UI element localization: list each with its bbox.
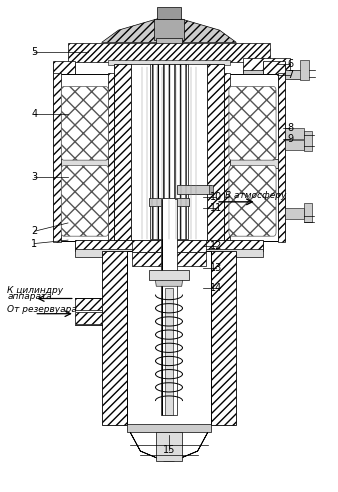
Bar [75,312,102,325]
FancyBboxPatch shape [229,165,276,236]
Bar [75,298,102,310]
Bar [243,58,290,72]
Bar [226,74,279,241]
Bar [59,159,112,168]
Text: 6: 6 [287,60,293,69]
Bar [223,73,230,242]
Bar [108,60,230,65]
FancyBboxPatch shape [61,165,108,236]
Bar [263,62,285,241]
Text: К цилиндру: К цилиндру [7,286,64,295]
Bar [300,60,309,80]
FancyBboxPatch shape [61,87,108,160]
Bar [209,184,213,193]
Bar [154,19,184,40]
Bar [127,251,211,425]
Bar [243,70,304,79]
Bar [304,203,312,222]
Text: 11: 11 [210,203,222,213]
Bar [279,73,285,242]
Bar [53,61,75,79]
Bar [304,131,312,152]
Bar [208,64,223,241]
Polygon shape [102,15,236,42]
Bar [68,43,270,62]
Bar [75,249,263,257]
Bar [108,73,115,242]
Bar [132,252,206,266]
Bar [263,61,285,79]
Bar [59,74,112,241]
Bar [155,38,183,47]
Bar [115,64,130,241]
Bar [177,184,211,193]
Bar [157,7,181,19]
Bar [130,64,208,241]
FancyBboxPatch shape [229,87,276,160]
Text: В атмосферу: В атмосферу [224,191,286,200]
Text: 10: 10 [210,192,222,202]
Text: 14: 14 [210,283,222,293]
Bar [149,198,189,206]
Text: 5: 5 [31,47,38,57]
Text: аппарата: аппарата [7,292,52,301]
Bar [285,140,304,151]
Bar [53,73,61,242]
Bar [163,199,175,415]
Text: 1: 1 [31,239,38,248]
Text: 15: 15 [163,445,175,455]
Text: 7: 7 [287,70,293,80]
Bar [150,64,188,239]
Bar [53,62,75,241]
Bar [102,251,127,425]
Bar [165,288,173,415]
Text: 3: 3 [31,172,38,183]
Bar [211,251,236,425]
Bar [149,270,189,280]
Bar [226,159,279,168]
Bar [155,432,183,461]
Text: 8: 8 [287,123,293,133]
Text: 2: 2 [31,226,38,236]
Bar [63,89,107,158]
Text: 13: 13 [210,263,222,273]
Polygon shape [155,280,183,286]
Bar [132,240,206,252]
Text: 12: 12 [210,241,222,251]
Bar [285,128,304,139]
Text: 9: 9 [287,134,293,144]
Bar [285,208,304,219]
Polygon shape [130,432,208,461]
Text: От резервуара: От резервуара [7,305,77,314]
Bar [161,199,177,415]
Bar [75,240,263,251]
Text: 4: 4 [31,109,38,119]
Bar [127,424,211,432]
